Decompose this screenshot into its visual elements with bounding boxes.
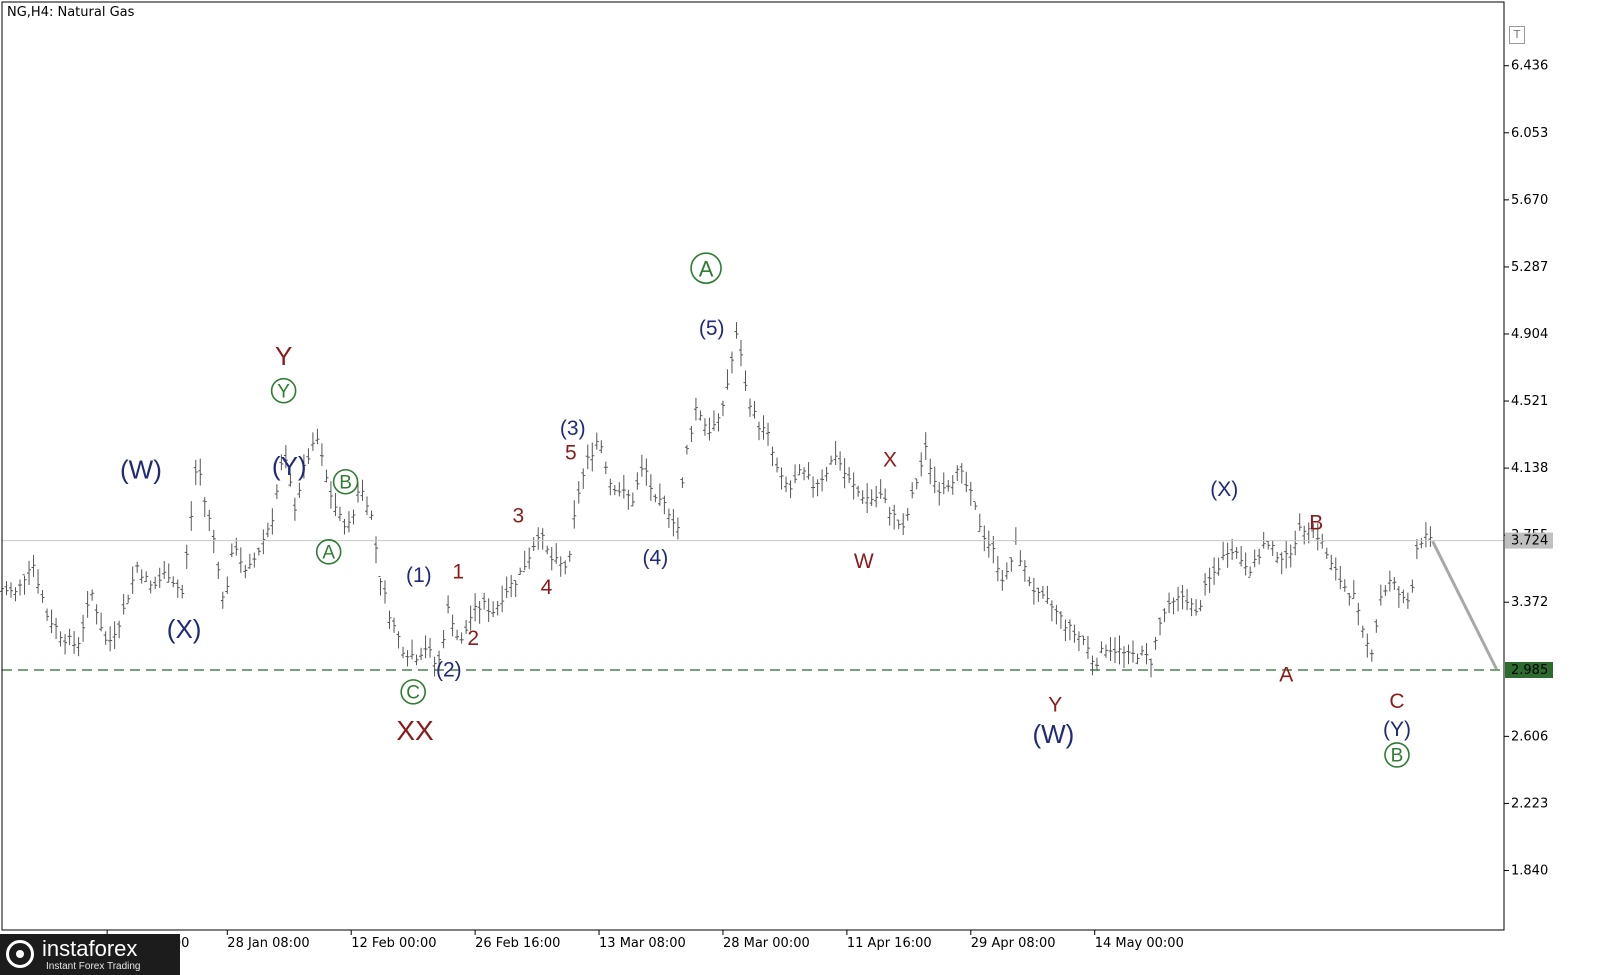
x-tick-label: 26 Feb 16:00 (475, 936, 560, 951)
wave-label: A (322, 542, 335, 563)
wave-label: W (854, 550, 874, 573)
ohlc-bars (0, 322, 1433, 678)
wave-label: A (699, 256, 714, 281)
wave-label: B (1309, 511, 1323, 534)
wave-label: B (1391, 746, 1404, 767)
wave-label: C (1389, 690, 1404, 713)
wave-labels: (W)(X)YY(Y)BA(1)(2)CXX12345(3)(4)A(5)XWY… (120, 252, 1411, 768)
wave-label-circle (332, 468, 359, 495)
wave-label: XX (396, 715, 434, 746)
y-tick-label: 2.606 (1511, 729, 1548, 744)
wave-label-circle (690, 252, 722, 284)
wave-label: (1) (406, 564, 432, 587)
wave-label-circle (1384, 742, 1410, 768)
instaforex-logo: instaforex Instant Forex Trading (0, 934, 180, 975)
logo-tagline: Instant Forex Trading (46, 961, 141, 972)
wave-label: (3) (560, 417, 586, 440)
forecast-line (1431, 540, 1498, 670)
current-price-tag: 3.724 (1511, 534, 1548, 549)
plot-frame (1, 1, 1505, 931)
y-tick-label: 4.521 (1511, 394, 1548, 409)
y-tick-label: 5.670 (1511, 193, 1548, 208)
wave-label: 4 (541, 576, 553, 599)
trade-toggle-button[interactable]: T (1509, 26, 1525, 44)
x-tick-label: 28 Mar 00:00 (723, 936, 810, 951)
y-tick-label: 6.053 (1511, 126, 1548, 141)
wave-label: 1 (452, 560, 464, 583)
wave-label: C (406, 682, 420, 703)
wave-label: Y (1048, 693, 1062, 716)
wave-label: (Y) (272, 451, 307, 481)
wave-label: (Y) (1383, 718, 1411, 741)
wave-label: (X) (1210, 478, 1238, 501)
wave-label: A (1279, 664, 1293, 687)
axes: 6.4366.0535.6705.2874.9044.5214.1383.755… (0, 1, 1553, 951)
wave-label-circle (270, 377, 297, 404)
wave-label: (2) (436, 658, 462, 681)
y-tick-label: 5.287 (1511, 260, 1548, 275)
y-tick-label: 6.436 (1511, 59, 1548, 74)
x-tick-label: 14 May 00:00 (1095, 936, 1184, 951)
wave-label: (W) (120, 455, 162, 485)
wave-label-circle (315, 538, 342, 565)
y-tick-label: 2.223 (1511, 796, 1548, 811)
x-tick-label: 29 Apr 08:00 (971, 936, 1056, 951)
logo-name: instaforex (42, 936, 138, 961)
wave-label: 2 (467, 627, 479, 650)
support-price-tag-bg (1505, 661, 1553, 678)
wave-label: (4) (643, 546, 669, 569)
x-tick-label: 28 Jan 08:00 (227, 936, 309, 951)
chart-symbol-title: NG,H4: Natural Gas (7, 5, 135, 20)
current-price-tag-bg (1505, 532, 1553, 549)
y-tick-label: 4.138 (1511, 461, 1548, 476)
x-tick-label: 11 Apr 16:00 (847, 936, 932, 951)
instaforex-logo-icon (6, 940, 34, 968)
wave-label: Y (277, 381, 290, 402)
wave-label: 3 (512, 504, 524, 527)
x-tick-label: 12 Feb 00:00 (351, 936, 436, 951)
level-lines (2, 540, 1504, 671)
wave-label: 5 (565, 441, 577, 464)
wave-label: Y (275, 341, 292, 371)
wave-label: (X) (167, 614, 202, 644)
wave-label: (5) (699, 317, 725, 340)
support-price-tag: 2.985 (1511, 663, 1548, 678)
y-tick-label: 3.372 (1511, 595, 1548, 610)
x-tick-label: 13 Mar 08:00 (599, 936, 686, 951)
wave-label: X (883, 448, 897, 471)
y-tick-label: 4.904 (1511, 327, 1548, 342)
wave-label: B (339, 472, 352, 493)
wave-label: (W) (1032, 719, 1074, 749)
y-tick-label: 1.840 (1511, 863, 1548, 878)
wave-label-circle (400, 679, 426, 705)
